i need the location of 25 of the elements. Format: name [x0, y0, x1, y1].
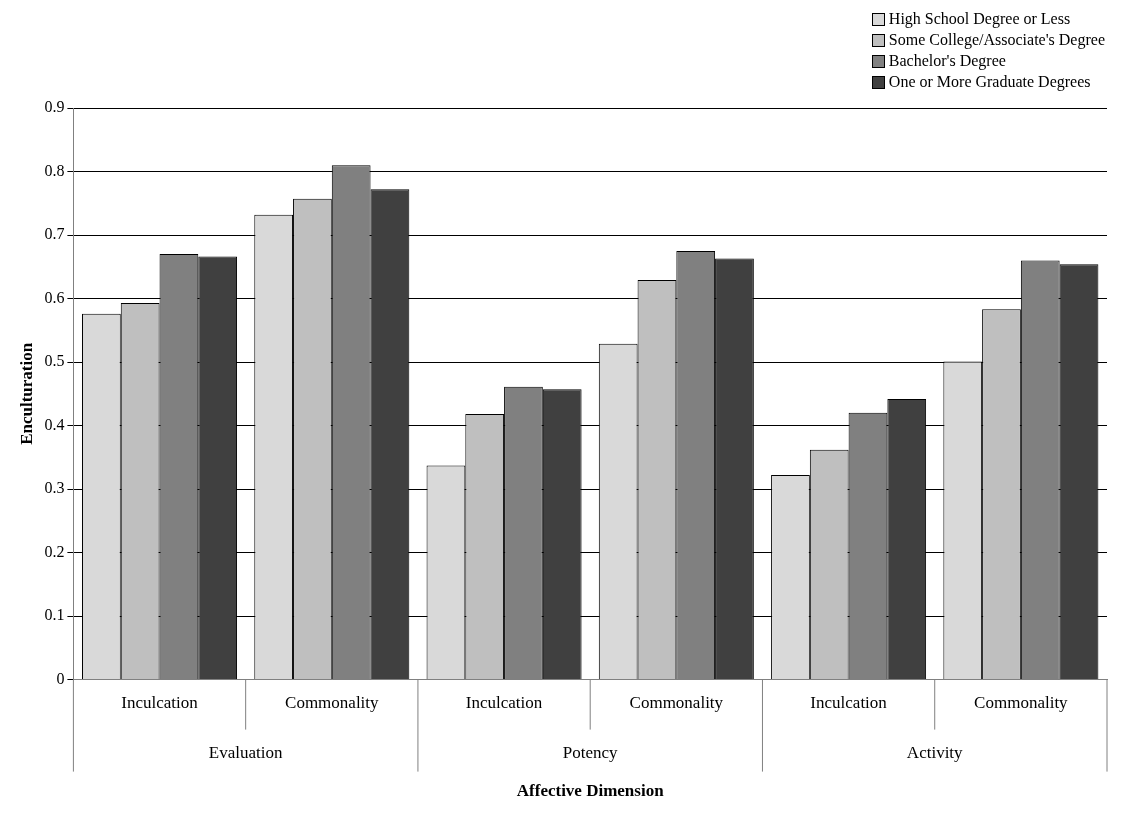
text: Potency — [562, 743, 619, 763]
y-tick-label: 0 — [56, 669, 65, 687]
y-tick-label: 0.7 — [44, 225, 65, 243]
legend-label: Some College/Associate's Degree — [888, 31, 1105, 49]
x-tick-label: Commonality — [629, 693, 724, 713]
y-tick-label: 0.3 — [44, 479, 65, 497]
x-tick-label: Commonality — [285, 693, 380, 713]
legend-label: Bachelor's Degree — [888, 52, 1006, 70]
text: Evaluation — [208, 743, 283, 763]
legend-label: One or More Graduate Degrees — [888, 73, 1091, 91]
y-tick-label: 0.6 — [44, 288, 65, 306]
y-tick-label: 0.8 — [44, 161, 65, 179]
x-tick-label: Inculcation — [810, 693, 888, 713]
x-axis-title: Affective Dimension — [516, 780, 665, 800]
y-tick-label: 0.5 — [44, 352, 65, 370]
y-tick-label: 0.4 — [44, 415, 65, 433]
x-tick-label: Inculcation — [121, 693, 199, 713]
x-tick-label: Commonality — [974, 693, 1069, 713]
y-tick-label: 0.1 — [44, 606, 65, 624]
y-tick-label: 0.9 — [44, 98, 65, 116]
legend-label: High School Degree or Less — [888, 10, 1071, 28]
text: Activity — [906, 743, 964, 763]
y-tick-label: 0.2 — [44, 542, 65, 560]
y-axis-title: Enculturation — [16, 342, 36, 445]
x-tick-label: Inculcation — [465, 693, 543, 713]
